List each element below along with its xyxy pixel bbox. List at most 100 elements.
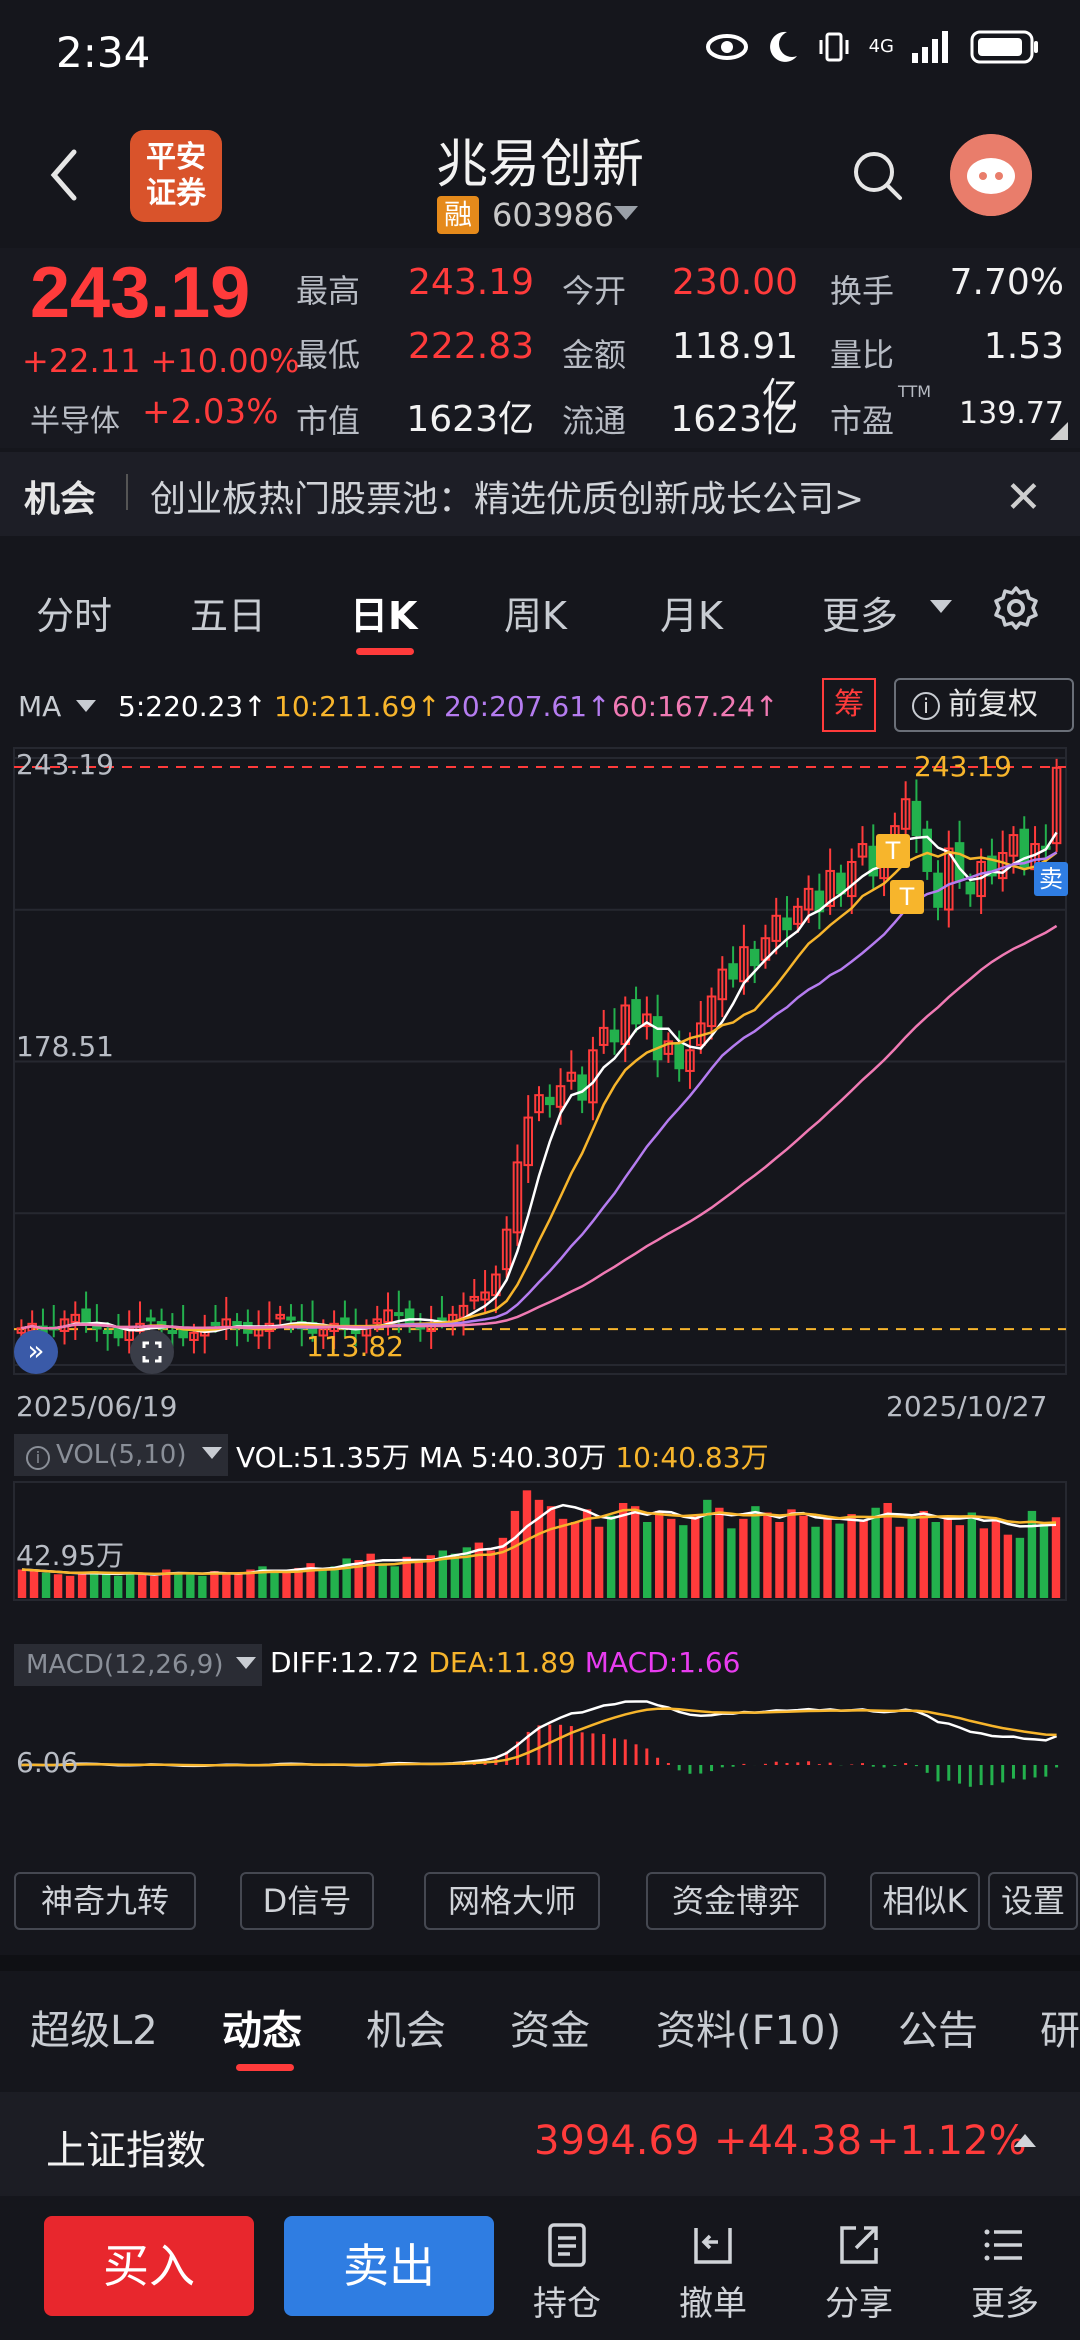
volratio-label: 量比 [830,336,895,374]
more-button[interactable]: 更多 [950,2220,1060,2325]
chevron-up-icon[interactable] [1014,2134,1036,2147]
opportunity-banner[interactable] [0,452,1080,536]
tab-news[interactable]: 动态 [222,2008,302,2054]
tab-opportunity[interactable]: 机会 [366,2008,446,2054]
tab-f10[interactable]: 资料(F10) [656,2008,842,2054]
candle [954,842,965,881]
candle [404,1308,415,1325]
float-label: 流通 [562,402,627,440]
chevron-down-icon[interactable] [930,600,952,613]
macd-dropdown-icon[interactable] [236,1657,256,1669]
holdings-button[interactable]: 持仓 [512,2220,622,2325]
tab-research[interactable]: 研 [1040,2008,1080,2054]
macd-indicator-selector[interactable]: MACD(12,26,9) [14,1644,262,1686]
low-value: 222.83 [408,326,534,367]
volume-chart[interactable] [0,1480,1080,1640]
share-button[interactable]: 分享 [804,2220,914,2325]
volume-bar [835,1523,844,1598]
volume-bar [53,1574,63,1598]
volume-bar [174,1572,183,1598]
index-value: 3994.69 [534,2118,700,2164]
volume-bar [727,1528,736,1598]
ma-selector[interactable]: MA [18,690,62,723]
close-icon[interactable]: ✕ [1005,472,1042,523]
candle [749,948,760,967]
volume-bar [258,1566,267,1598]
adjust-price-button[interactable]: i 前复权 [894,678,1074,732]
opportunity-text[interactable]: 创业板热门股票池：精选优质创新成长公司> [150,479,865,520]
volume-bar [630,1506,640,1598]
volume-bar [354,1560,363,1598]
tool-similar-k[interactable]: 相似K [870,1872,980,1930]
index-ticker[interactable] [0,2092,1080,2196]
kline-chart[interactable] [0,740,1080,1380]
sell-signal-badge[interactable]: 卖 [1034,862,1068,896]
sell-button[interactable]: 卖出 [284,2216,494,2316]
tab-announcement[interactable]: 公告 [898,2008,978,2054]
tab-intraday[interactable]: 分时 [36,594,113,638]
macd-chart[interactable] [0,1690,1080,1850]
volume-bar [1051,1517,1061,1598]
candle [1051,766,1062,845]
share-icon [840,2226,878,2264]
volume-bar [799,1515,808,1598]
volume-bar [366,1553,375,1598]
candle [728,963,738,980]
open-label: 今开 [562,272,627,310]
chip-distribution-button[interactable]: 筹 [822,678,876,732]
quote-expand-icon[interactable] [1050,422,1068,440]
candle [102,1330,113,1335]
tab-more[interactable]: 更多 [822,594,899,638]
sector-name[interactable]: 半导体 [30,404,120,439]
candle [534,1094,544,1114]
volume-bar [77,1572,87,1598]
t-signal-badge[interactable]: T [890,880,924,914]
active-tab-indicator [356,648,414,655]
candle [900,798,911,830]
tab-monthly-k[interactable]: 月K [660,594,723,638]
search-icon[interactable] [850,148,904,202]
back-icon[interactable] [40,140,90,210]
tool-magic-nine[interactable]: 神奇九转 [14,1872,196,1930]
stock-code[interactable]: 603986 [492,196,615,234]
fullscreen-icon[interactable] [130,1330,174,1374]
tab-daily-k[interactable]: 日K [350,594,418,638]
assistant-avatar-icon[interactable] [950,134,1032,216]
vol-indicator-selector[interactable]: i VOL(5,10) [14,1434,228,1476]
current-price-label: 243.19 [914,750,1012,783]
volume-bar [955,1525,965,1598]
tool-grid-master[interactable]: 网格大师 [424,1872,600,1930]
tool-d-signal[interactable]: D信号 [240,1872,374,1930]
volume-bar [222,1572,231,1598]
tab-capital[interactable]: 资金 [510,2008,590,2054]
vol-dropdown-icon[interactable] [202,1447,222,1459]
buy-button[interactable]: 买入 [44,2216,254,2316]
moon-icon [769,31,797,62]
tab-super-l2[interactable]: 超级L2 [30,2008,158,2054]
amount-value: 118.91亿 [672,326,798,417]
volume-bar [306,1563,315,1598]
macd-diff: DIFF:12.72 [270,1646,420,1679]
code-dropdown-icon[interactable] [614,206,638,220]
volume-bar [294,1567,303,1598]
tab-five-day[interactable]: 五日 [190,594,267,638]
tool-capital-game[interactable]: 资金博弈 [646,1872,826,1930]
document-icon [548,2223,586,2267]
ma-dropdown-icon[interactable] [76,700,96,712]
candle [825,869,835,907]
gear-icon[interactable] [992,584,1040,632]
tab-weekly-k[interactable]: 周K [504,594,567,638]
candle [803,887,814,911]
expand-icon[interactable]: » [14,1330,58,1374]
tool-settings[interactable]: 设置 [988,1872,1078,1930]
cancel-order-button[interactable]: 撤单 [658,2220,768,2325]
macd-values: DIFF:12.72 DEA:11.89 MACD:1.66 [270,1646,741,1679]
candle [372,1318,383,1324]
volume-bar [642,1522,652,1598]
last-price: 243.19 [30,253,251,333]
volume-bar [234,1574,243,1598]
candle [987,855,997,877]
candle [350,1330,361,1335]
t-signal-badge[interactable]: T [876,834,910,868]
battery-icon [970,30,1038,64]
